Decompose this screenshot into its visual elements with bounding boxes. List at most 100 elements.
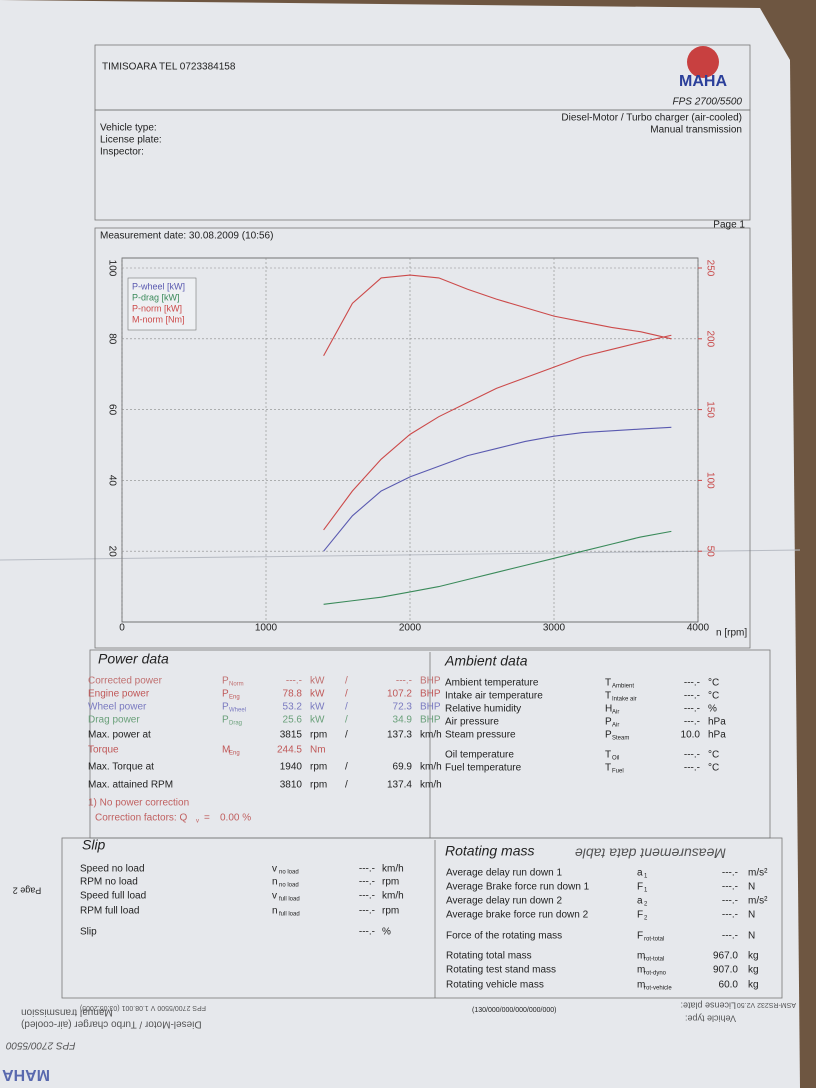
cell-value: ---.-	[684, 691, 700, 702]
cell-sym: n	[272, 906, 278, 917]
cell-sym: m	[637, 951, 645, 962]
legend-entry: P-wheel [kW]	[132, 281, 185, 291]
cell-unit2: km/h	[420, 780, 442, 791]
cell-sym: T	[605, 691, 611, 702]
cell-sym: m	[637, 980, 645, 991]
section-title: Slip	[82, 837, 106, 853]
cell-sep: /	[345, 689, 348, 700]
cell-value2: 69.9	[393, 762, 413, 773]
cell-unit: °C	[708, 750, 719, 761]
series-line	[323, 530, 672, 605]
back-transmission: Manual transmission	[21, 1006, 113, 1017]
cell-unit2: BHP	[420, 689, 441, 700]
cell-sep: /	[345, 676, 348, 687]
cell-sep: /	[345, 730, 348, 741]
cell-unit: kW	[310, 689, 325, 700]
series-line	[323, 274, 672, 357]
cell-sym: P	[222, 676, 229, 687]
cell-value: ---.-	[359, 891, 375, 902]
y-tick-label: 80	[106, 333, 117, 345]
model: FPS 2700/5500	[673, 97, 743, 108]
cell-value: 25.6	[283, 715, 303, 726]
back-model: FPS 2700/5500	[6, 1039, 76, 1050]
cell-value: ---.-	[722, 931, 738, 942]
cell-label: Engine power	[88, 689, 150, 700]
cell-label: Intake air temperature	[445, 691, 543, 702]
cell-sub: 1	[644, 874, 648, 880]
x-tick-label: 0	[119, 623, 125, 634]
fold	[0, 549, 801, 561]
cell-unit2: BHP	[420, 676, 441, 687]
lower-box	[61, 837, 783, 999]
cell-label: Speed full load	[80, 891, 146, 902]
cell-sym: a	[637, 868, 643, 879]
cell-label: Max. attained RPM	[88, 780, 173, 791]
cell-unit: km/h	[382, 891, 404, 902]
back-page: Vehicle type: License plate: ASM-RS232 V…	[2, 845, 796, 1082]
cell-sym: v	[272, 864, 277, 875]
cell-value: 53.2	[283, 702, 303, 713]
license-plate: License plate:	[100, 135, 162, 146]
y-tick-label: 40	[106, 475, 117, 487]
vehicle-box	[94, 109, 751, 221]
cell-label: Steam pressure	[445, 730, 516, 741]
correction-sub: v	[196, 819, 199, 825]
vehicle-type: Vehicle type:	[100, 123, 157, 134]
engine: Diesel-Motor / Turbo charger (air-cooled…	[561, 113, 742, 124]
correction-eq: =	[204, 813, 210, 824]
section-title: Rotating mass	[445, 843, 534, 859]
cell-sub: no load	[279, 883, 299, 889]
cell-sub: rot-vehicle	[644, 986, 672, 992]
cell-value2: 137.3	[387, 730, 412, 741]
cell-value2: 137.4	[387, 780, 412, 791]
back-vehicle-type: Vehicle type:	[685, 1014, 736, 1024]
cell-sym: F	[637, 910, 643, 921]
company: TIMISOARA TEL 0723384158	[102, 62, 236, 73]
cell-sep: /	[345, 702, 348, 713]
cell-sym: v	[272, 891, 277, 902]
cell-label: Average brake force run down 2	[446, 910, 589, 921]
cell-label: Corrected power	[88, 676, 163, 687]
cell-value: ---.-	[722, 882, 738, 893]
cell-value: 1940	[280, 762, 303, 773]
cell-value: 3810	[280, 780, 303, 791]
cell-sym: P	[222, 689, 229, 700]
cell-sub: rot-total	[644, 957, 664, 963]
back-engine: Diesel-Motor / Turbo charger (air-cooled…	[21, 1018, 202, 1029]
logo-mark	[687, 46, 719, 78]
x-tick-label: 3000	[543, 623, 566, 634]
cell-sym: a	[637, 896, 643, 907]
cell-sub: full load	[279, 897, 300, 903]
cell-sub: Fuel	[612, 769, 624, 775]
cell-unit: rpm	[310, 780, 327, 791]
cell-label: Speed no load	[80, 864, 145, 875]
cell-unit: rpm	[310, 762, 327, 773]
cell-unit: %	[382, 927, 391, 938]
cell-sub: 2	[644, 902, 648, 908]
series-line	[323, 426, 672, 552]
cell-unit: N	[748, 882, 755, 893]
legend-entry: P-drag [kW]	[132, 292, 180, 302]
cell-sym: P	[222, 715, 229, 726]
cell-unit: N	[748, 931, 755, 942]
cell-value: ---.-	[684, 704, 700, 715]
cell-value: 3815	[280, 730, 303, 741]
logo: MAHA	[679, 73, 727, 90]
cell-value: ---.-	[722, 910, 738, 921]
cell-value: 10.0	[681, 730, 701, 741]
cell-unit: %	[708, 704, 717, 715]
cell-unit: kW	[310, 702, 325, 713]
cell-sym: T	[605, 678, 611, 689]
cell-sep: /	[345, 715, 348, 726]
y-tick-label: 60	[106, 404, 117, 416]
measurement-date: Measurement date: 30.08.2009 (10:56)	[100, 231, 273, 242]
legend-box	[127, 277, 197, 331]
back-interface: ASM-RS232 V2.50	[737, 1001, 796, 1008]
cell-sub: Wheel	[229, 708, 246, 714]
cell-sym: T	[605, 750, 611, 761]
cell-value2: 107.2	[387, 689, 412, 700]
cell-label: Max. Torque at	[88, 762, 154, 773]
cell-sub: rot-dyno	[644, 971, 667, 977]
cell-unit: rpm	[382, 906, 399, 917]
